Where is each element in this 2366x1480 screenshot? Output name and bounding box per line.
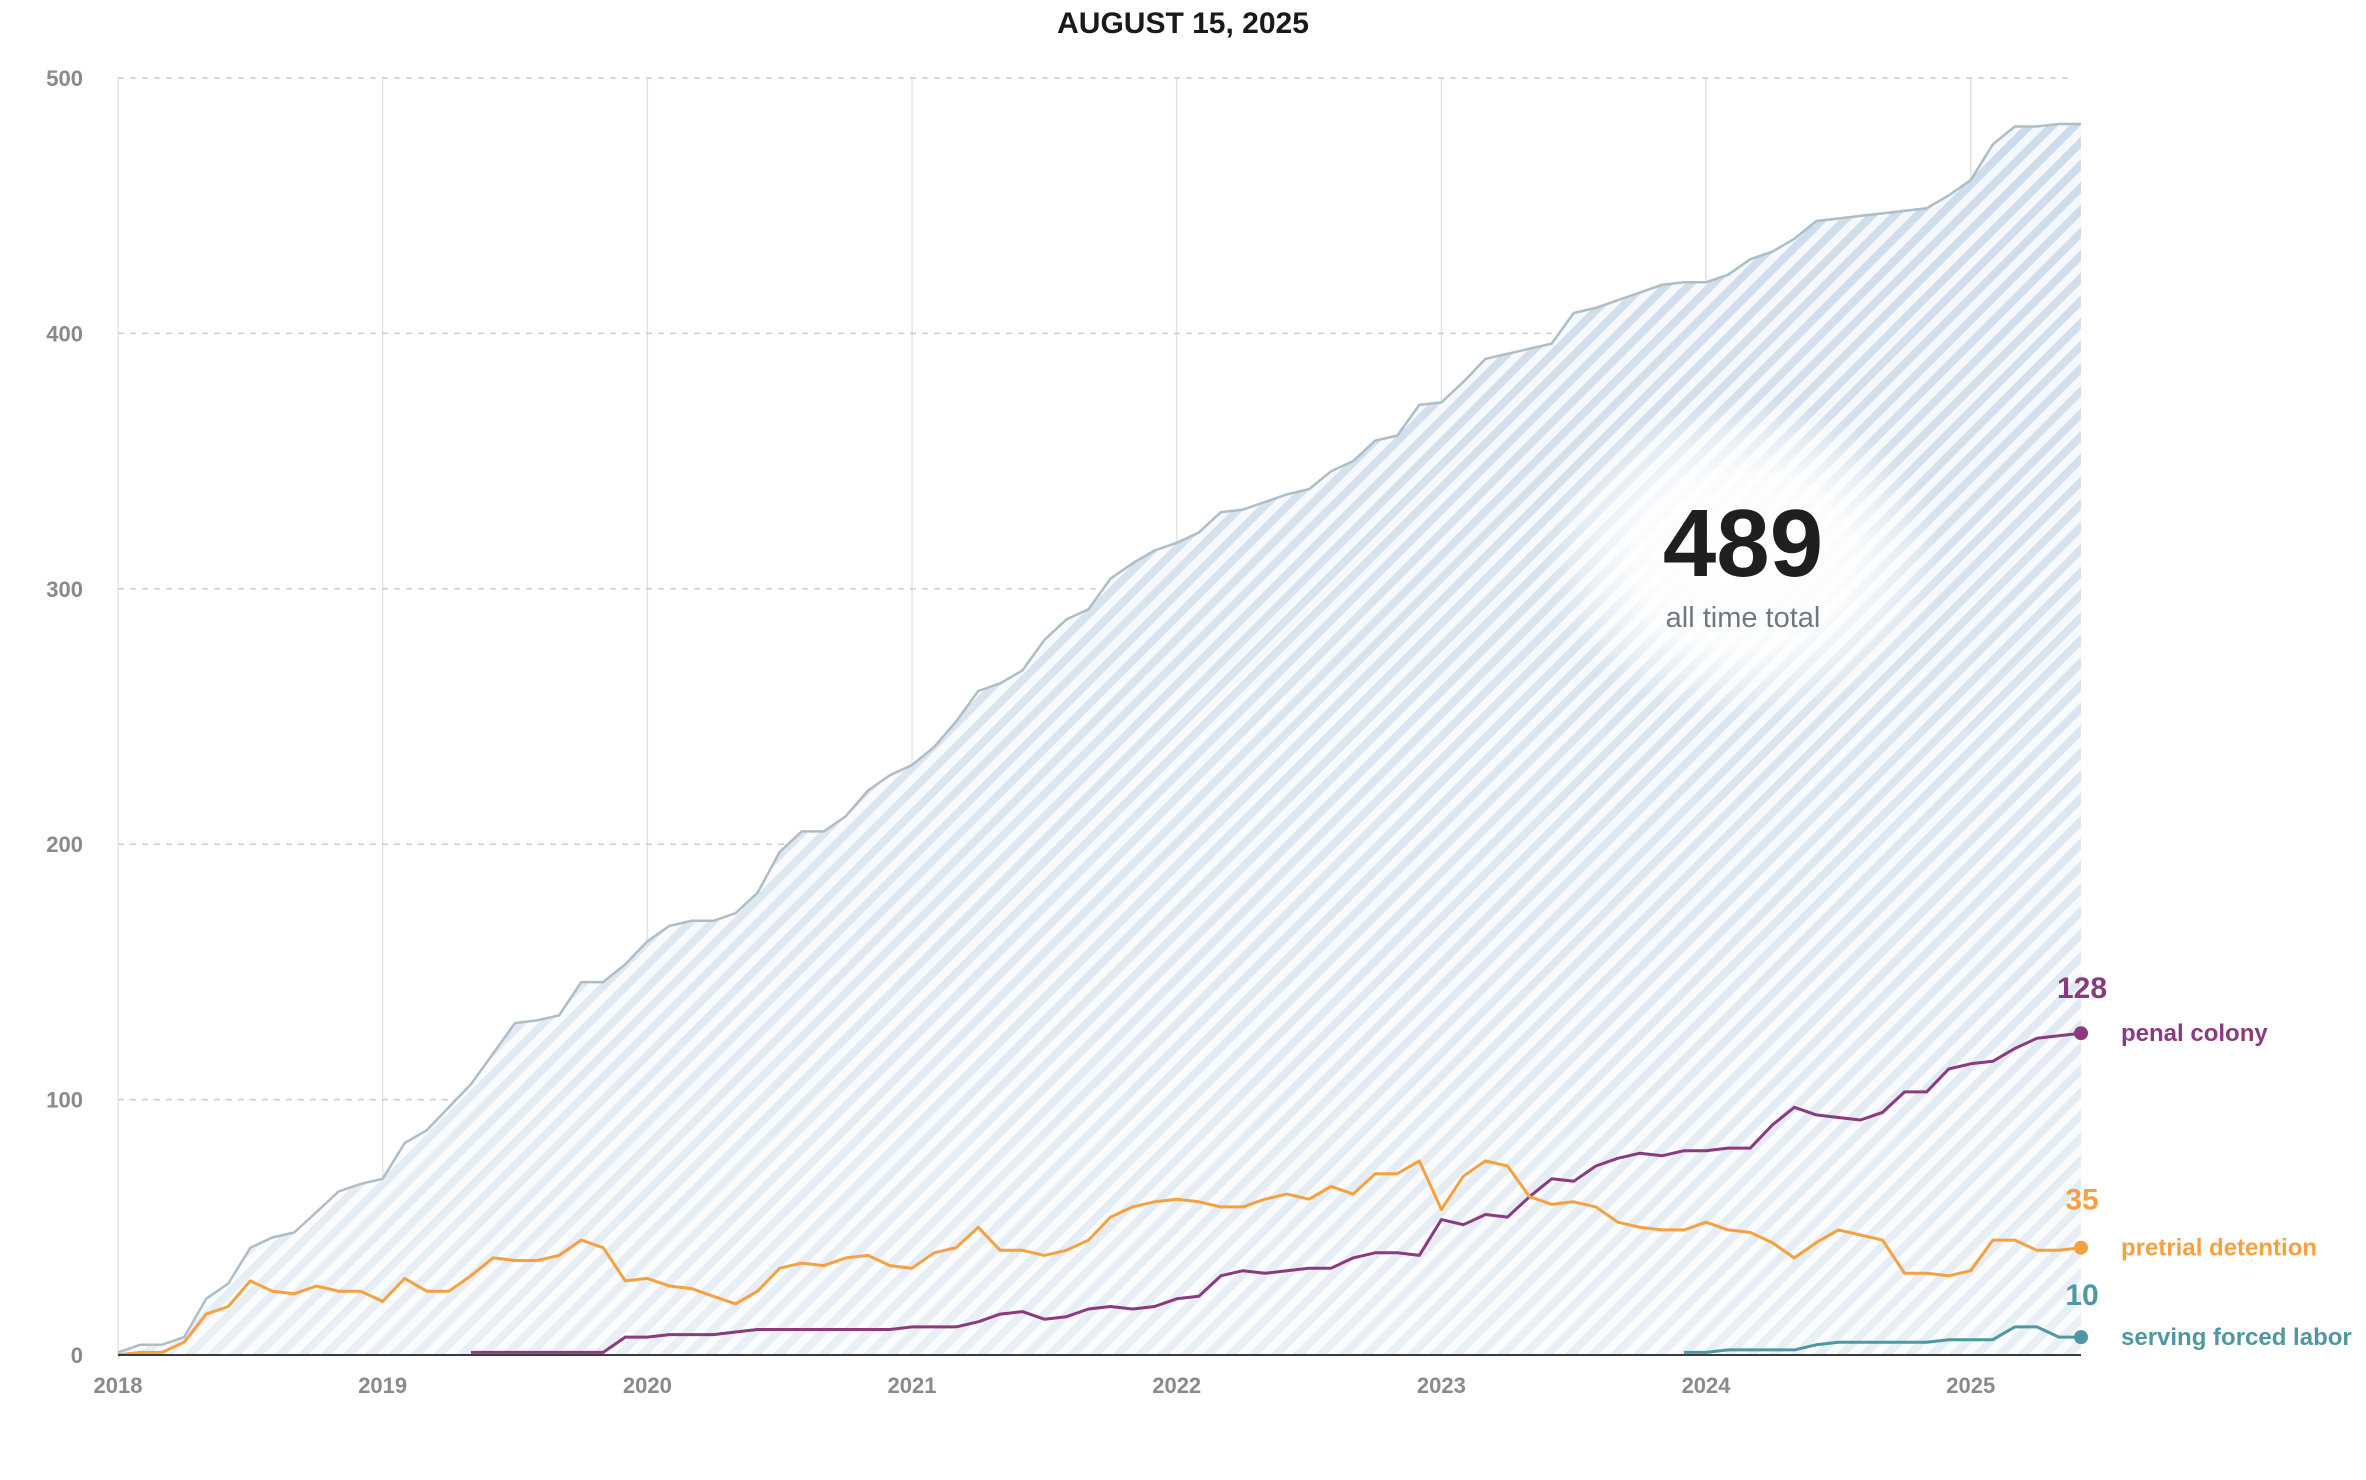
series-name-label: penal colony <box>2121 1020 2268 1047</box>
series-endpoint-dot <box>2074 1330 2088 1345</box>
series-end-value: 128 <box>2057 972 2107 1005</box>
total-area-outline <box>117 122 2081 1354</box>
y-tick-label: 400 <box>46 321 83 346</box>
series-name-label: pretrial detention <box>2121 1235 2317 1262</box>
total-area-fade <box>118 124 2081 1355</box>
series-line <box>470 1031 2082 1354</box>
series-lines <box>117 1031 2082 1357</box>
total-label: all time total <box>1666 602 1821 634</box>
x-tick-label: 2024 <box>1682 1373 1732 1398</box>
series-line <box>117 1159 2082 1357</box>
x-tick-label: 2023 <box>1417 1373 1466 1398</box>
y-tick-label: 100 <box>46 1088 83 1113</box>
total-value: 489 <box>1663 490 1823 597</box>
x-tick-label: 2022 <box>1152 1373 1201 1398</box>
y-tick-label: 0 <box>71 1343 83 1368</box>
chart-title: AUGUST 15, 2025 <box>1057 7 1309 40</box>
series-end-value: 35 <box>2065 1184 2098 1217</box>
x-tick-label: 2021 <box>888 1373 937 1398</box>
series-end-value: 10 <box>2065 1279 2098 1312</box>
total-area <box>117 122 2081 1355</box>
y-tick-label: 500 <box>46 66 83 91</box>
y-tick-label: 200 <box>46 832 83 857</box>
axes: 2018 2019 2020 2021 2022 2023 2024 2025 0 100 200 3… <box>46 66 2081 1398</box>
series-line <box>1684 1325 2081 1354</box>
series-name-label: serving forced labor <box>2121 1324 2352 1351</box>
x-tick-label: 2020 <box>623 1373 672 1398</box>
series-endpoint-dot <box>2074 1240 2088 1255</box>
total-glow <box>1543 400 1943 720</box>
x-tick-label: 2019 <box>358 1373 407 1398</box>
series-endpoint-dot <box>2074 1026 2088 1041</box>
series-endpoints: 128 penal colony 35 pretrial detention 10 ser… <box>2057 972 2352 1351</box>
x-tick-label: 2025 <box>1946 1373 1995 1398</box>
x-tick-label: 2018 <box>94 1373 143 1398</box>
y-tick-label: 300 <box>46 577 83 602</box>
